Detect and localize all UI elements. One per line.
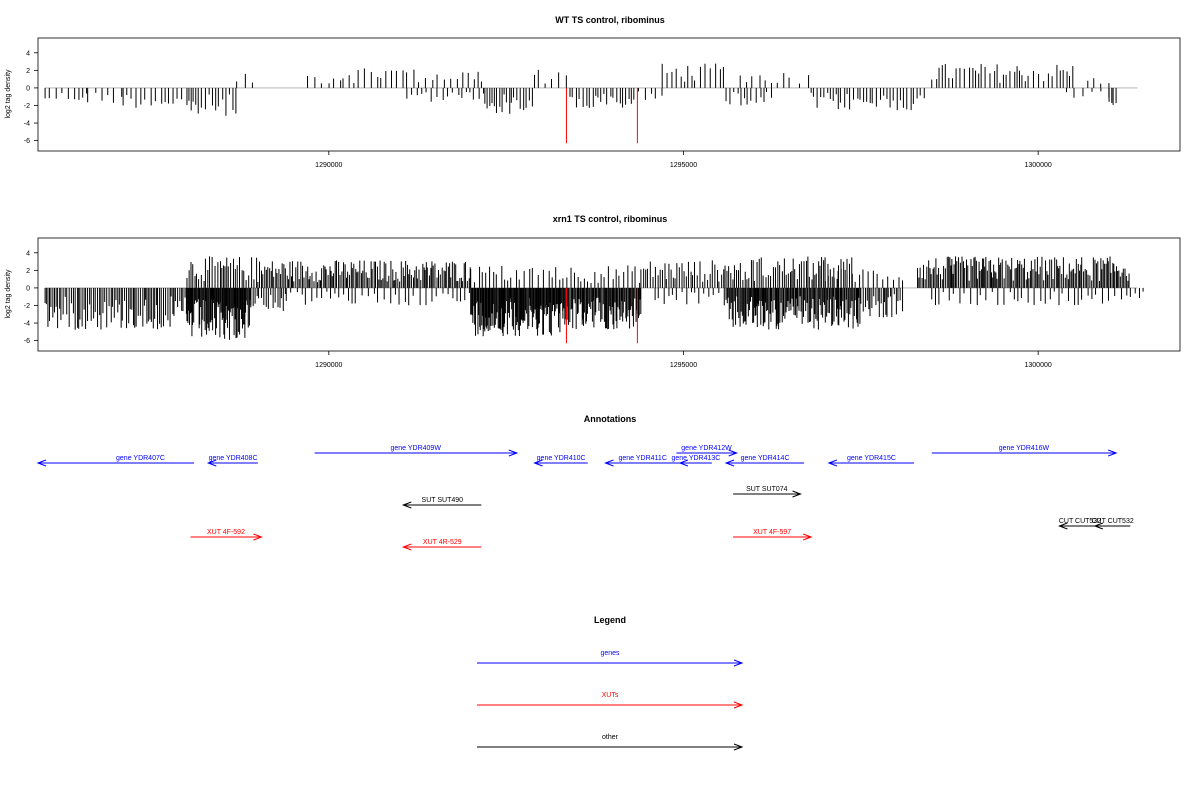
annotation-gene-arrow	[827, 459, 915, 467]
annotations-title: Annotations	[584, 414, 637, 424]
annotation-label: gene YDR412W	[681, 445, 732, 452]
y-tick-label: 0	[26, 285, 30, 292]
legend-other-arrow	[477, 743, 744, 751]
annotation-label: gene YDR413C	[671, 455, 720, 462]
y-tick-label: -6	[24, 138, 30, 145]
y-tick-label: 0	[26, 85, 30, 92]
annotation-xut-arrow	[401, 543, 482, 551]
xrn1-panel: xrn1 TS control, ribominus log2 tag dens…	[5, 214, 1181, 369]
annotation-label: gene YDR409W	[390, 445, 441, 452]
annotation-label: gene YDR408C	[209, 455, 258, 462]
y-tick-label: 2	[26, 268, 30, 275]
y-tick-label: -6	[24, 338, 30, 345]
annotation-xut-arrow	[190, 533, 263, 541]
wt-y-axis-label: log2 tag density	[5, 69, 12, 119]
annotation-label: gene YDR407C	[116, 455, 165, 462]
legend-title: Legend	[594, 615, 626, 625]
annotation-gene-arrow	[206, 459, 258, 467]
x-tick-label: 1290000	[315, 362, 342, 369]
legend-label-gene: genes	[600, 650, 620, 657]
y-tick-label: 4	[26, 250, 30, 257]
x-tick-label: 1300000	[1025, 362, 1052, 369]
annotation-label: gene YDR415C	[847, 455, 896, 462]
annotation-gene-arrow	[36, 459, 195, 467]
annotation-label: gene YDR416W	[999, 445, 1050, 452]
annotation-label: XUT 4F-597	[753, 529, 791, 536]
x-tick-label: 1300000	[1025, 162, 1052, 169]
annotation-gene-arrow	[604, 459, 680, 467]
xrn1-panel-title: xrn1 TS control, ribominus	[553, 214, 668, 224]
wt-panel-title: WT TS control, ribominus	[555, 15, 665, 25]
x-tick-label: 1295000	[670, 362, 697, 369]
annotation-label: SUT SUT490	[422, 497, 464, 504]
wt-panel: WT TS control, ribominus log2 tag densit…	[5, 15, 1181, 169]
xrn1-y-axis-label: log2 tag density	[5, 269, 12, 319]
legend-xut-arrow	[477, 701, 744, 709]
annotation-tracks: gene YDR407C gene YDR408C gene YDR409W gene…	[36, 445, 1134, 551]
annotation-label: gene YDR410C	[537, 455, 586, 462]
annotation-other-arrow	[1093, 522, 1131, 530]
annotation-gene-arrow	[678, 459, 712, 467]
legend-label-other: other	[602, 734, 619, 741]
y-tick-label: -2	[24, 303, 30, 310]
xrn1-bars	[44, 256, 1144, 344]
wt-axes: 4 2 0 -2 -4 -6 1290000 1295000 1300000	[24, 50, 1052, 169]
x-tick-label: 1295000	[670, 162, 697, 169]
y-tick-label: 4	[26, 50, 30, 57]
annotation-gene-arrow	[676, 449, 739, 457]
annotation-gene-arrow	[724, 459, 805, 467]
annotation-other-arrow	[401, 501, 482, 509]
legend-gene-arrow	[477, 659, 744, 667]
y-tick-label: -4	[24, 321, 30, 328]
xrn1-axes: 4 2 0 -2 -4 -6 1290000 1295000 1300000	[24, 250, 1052, 369]
wt-plot-frame	[37, 37, 1181, 152]
annotation-gene-arrow	[931, 449, 1118, 457]
y-tick-label: -4	[24, 121, 30, 128]
legend-label-xut: XUTs	[602, 692, 619, 699]
annotation-label: gene YDR411C	[618, 455, 666, 462]
annotations-panel: Annotations gene YDR407C gene YDR408Cgene…	[36, 414, 1134, 551]
annotation-label: CUT CUT532	[1059, 518, 1101, 525]
legend-items: genes XUTs other	[477, 650, 744, 751]
y-tick-label: -2	[24, 103, 30, 110]
legend-panel: Legend genes XUTs other	[477, 615, 744, 751]
annotation-other-arrow	[733, 490, 802, 498]
annotation-gene-arrow	[533, 459, 588, 467]
annotation-gene-arrow	[314, 449, 519, 457]
y-tick-label: 2	[26, 68, 30, 75]
annotation-label: XUT 4F-592	[207, 529, 245, 536]
annotation-label: CUT CUT532	[1091, 518, 1133, 525]
annotation-label: gene YDR414C	[741, 455, 790, 462]
annotation-label: SUT SUT074	[746, 486, 788, 493]
annotation-label: XUT 4R-529	[423, 539, 462, 546]
x-tick-label: 1290000	[315, 162, 342, 169]
annotation-xut-arrow	[733, 533, 813, 541]
wt-bars	[44, 63, 1138, 144]
xrn1-plot-frame	[37, 237, 1181, 352]
